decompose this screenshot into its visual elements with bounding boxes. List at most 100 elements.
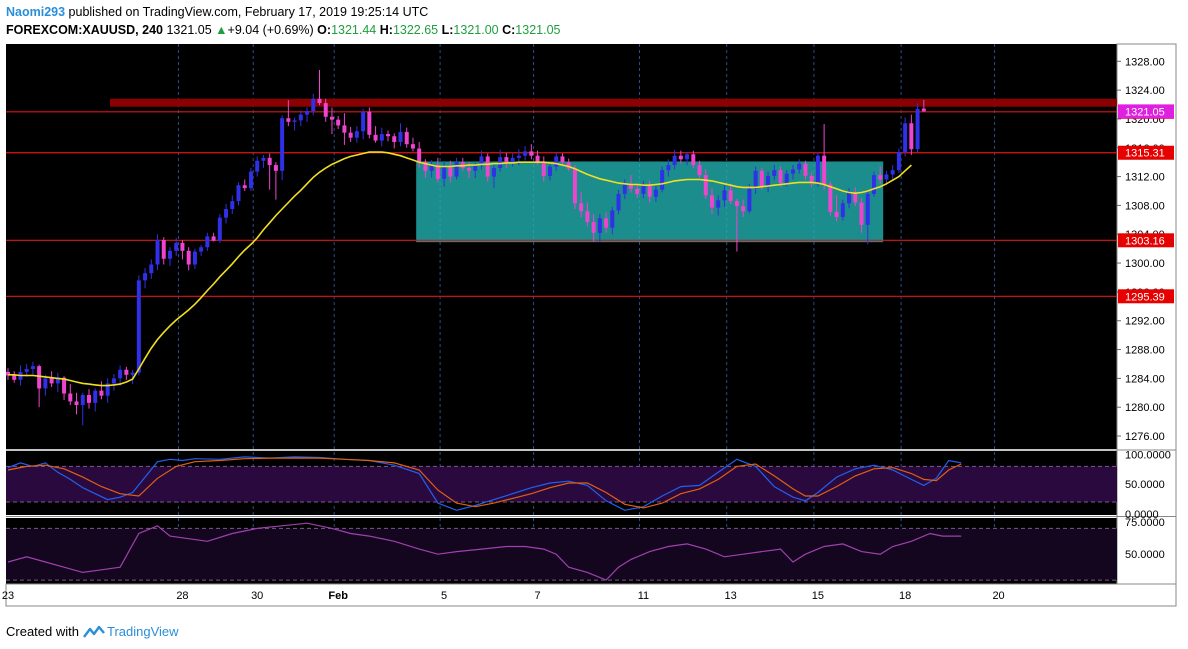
candle-body: [560, 156, 565, 163]
candle-body: [111, 378, 116, 384]
open-label: O:: [317, 23, 332, 37]
candle-body: [635, 188, 640, 194]
candle-body: [248, 171, 253, 189]
published-text: published on TradingView.com, February 1…: [68, 5, 429, 19]
candle-body: [161, 240, 166, 259]
open-value: 1321.44: [331, 23, 377, 37]
date-label: 11: [638, 590, 649, 602]
candle-body: [703, 175, 708, 196]
low-label: L:: [441, 23, 454, 37]
candle-body: [921, 108, 926, 112]
candle-body: [68, 393, 73, 402]
candle-body: [491, 167, 496, 177]
tradingview-logo-icon: [83, 625, 105, 638]
author-name[interactable]: Naomi293: [6, 5, 66, 19]
candle-body: [317, 98, 322, 104]
candle-body: [143, 273, 148, 281]
candle-body: [379, 134, 384, 141]
candle-body: [498, 157, 503, 168]
price-chart[interactable]: 1328.001324.001320.001316.001312.001308.…: [0, 40, 1188, 612]
candle-body: [629, 184, 633, 189]
candle-body: [404, 131, 409, 145]
candle-body: [323, 103, 328, 117]
tradingview-brand[interactable]: TradingView: [106, 624, 179, 639]
candle-body: [728, 190, 733, 202]
candle-body: [205, 236, 210, 248]
candle-body: [454, 162, 459, 177]
candle-body: [722, 190, 727, 201]
candle-body: [105, 383, 110, 396]
candle-body: [199, 247, 204, 252]
candle-body: [622, 184, 627, 194]
candle-body: [772, 170, 777, 176]
candle-body: [429, 165, 434, 171]
price-tick-label: 1300.00: [1125, 258, 1165, 270]
level-price-tag: 1295.39: [1125, 291, 1165, 303]
candle-body: [62, 377, 67, 394]
candle-body: [697, 165, 702, 176]
candle-body: [610, 210, 615, 228]
time-axis: 23 28 30 Feb 5 7 11 13 15 18 20: [2, 590, 1005, 602]
candle-body: [859, 202, 864, 225]
candle-body: [797, 163, 802, 170]
candle-body: [691, 154, 696, 166]
candle-body: [529, 151, 534, 156]
candle-body: [386, 134, 391, 137]
candle-body: [273, 165, 278, 171]
candle-body: [834, 211, 839, 217]
candle-body: [903, 123, 908, 153]
candle-body: [878, 175, 883, 180]
stoch-band: [6, 466, 1117, 502]
candle-body: [155, 240, 160, 265]
candle-body: [74, 401, 79, 406]
candle-body: [479, 156, 484, 166]
date-label: Feb: [328, 590, 348, 602]
price-tick-label: 1288.00: [1125, 345, 1165, 357]
candle-body: [392, 136, 397, 143]
candle-body: [616, 193, 621, 211]
candle-body: [342, 125, 347, 133]
candle-body: [678, 155, 683, 160]
level-price-tag-bg: [1118, 145, 1174, 160]
candle-body: [292, 120, 297, 122]
candle-body: [224, 209, 229, 218]
candle-body: [865, 193, 870, 225]
moving-average-line: [8, 151, 912, 387]
candle-body: [840, 203, 845, 217]
candle-body: [354, 131, 359, 138]
date-label: 5: [441, 590, 447, 602]
candle-body: [709, 195, 714, 208]
high-value: 1322.65: [392, 23, 439, 37]
candle-body: [591, 221, 596, 233]
candle-body: [510, 157, 515, 163]
candle-body: [286, 118, 291, 122]
candle-body: [585, 211, 590, 222]
candle-body: [604, 218, 609, 228]
candle-body: [685, 154, 690, 160]
candle-body: [909, 123, 914, 150]
chart-header: Naomi293 published on TradingView.com, F…: [6, 4, 1176, 40]
time-axis-bg: [5, 583, 1177, 607]
candle-body: [766, 175, 771, 187]
candle-body: [660, 170, 665, 190]
candle-body: [298, 114, 303, 121]
candle-body: [516, 155, 521, 158]
price-tick-label: 1308.00: [1125, 200, 1165, 212]
change-arrow-icon: ▲: [215, 23, 228, 37]
candle-body: [423, 161, 428, 171]
candle-body: [55, 377, 60, 384]
stoch-tick-label: 50.0000: [1125, 479, 1165, 491]
candle-body: [305, 111, 310, 115]
candle-body: [448, 166, 453, 177]
candle-body: [566, 162, 571, 169]
candle-body: [336, 119, 341, 126]
candle-body: [790, 169, 795, 174]
candle-body: [174, 242, 179, 251]
candle-body: [890, 170, 895, 175]
candle-body: [24, 369, 29, 372]
candle-body: [43, 378, 48, 389]
candle-body: [803, 163, 808, 176]
candle-body: [579, 203, 584, 212]
candle-body: [822, 155, 827, 185]
low-value: 1321.00: [453, 23, 499, 37]
